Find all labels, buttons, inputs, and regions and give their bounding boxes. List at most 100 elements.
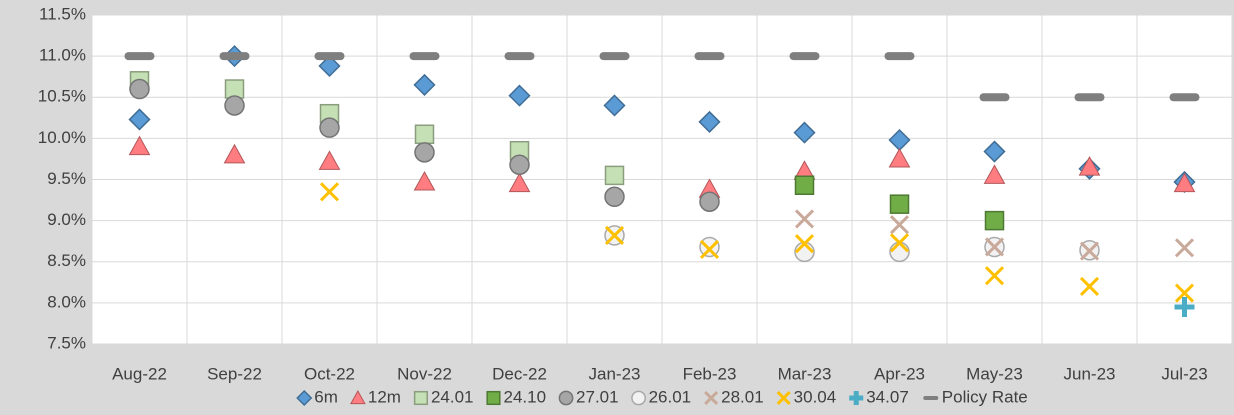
marker-triangle xyxy=(350,389,366,405)
y-tick-label: 9.5% xyxy=(47,169,86,188)
x-tick-label: Aug-22 xyxy=(112,364,167,383)
marker-circle xyxy=(889,241,910,263)
marker-circle xyxy=(699,236,720,258)
y-tick-label: 11.5% xyxy=(39,4,86,23)
marker-square xyxy=(414,124,435,145)
marker-dash xyxy=(504,52,535,61)
marker-triangle xyxy=(508,172,531,193)
marker-square xyxy=(604,165,625,186)
x-tick-label: Mar-23 xyxy=(778,364,832,383)
marker-circle xyxy=(224,95,245,116)
legend-label: 27.01 xyxy=(576,387,619,406)
marker-circle xyxy=(319,117,340,138)
y-tick-label: 9.0% xyxy=(47,210,86,229)
x-tick-label: Jan-23 xyxy=(589,364,641,383)
marker-x xyxy=(794,234,815,254)
marker-dash xyxy=(694,52,725,61)
x-tick-label: May-23 xyxy=(966,364,1023,383)
marker-triangle xyxy=(318,150,341,170)
marker-x xyxy=(1174,283,1195,303)
marker-dash xyxy=(314,52,345,61)
marker-x xyxy=(699,239,720,259)
marker-triangle xyxy=(223,143,246,164)
marker-circle xyxy=(699,191,720,212)
marker-circle xyxy=(604,186,625,208)
x-tick-label: Jun-23 xyxy=(1064,364,1116,383)
marker-circle xyxy=(509,154,530,175)
marker-square xyxy=(486,390,501,406)
marker-diamond xyxy=(698,110,721,133)
marker-dash xyxy=(789,52,820,61)
marker-diamond xyxy=(793,121,816,144)
marker-x xyxy=(1079,241,1100,261)
marker-triangle xyxy=(888,147,911,168)
marker-plus xyxy=(1174,296,1195,317)
y-tick-label: 11.0% xyxy=(39,46,86,65)
x-tick-label: Sep-22 xyxy=(207,364,262,383)
legend-label: Policy Rate xyxy=(942,387,1028,406)
marker-x xyxy=(984,237,1005,257)
marker-x xyxy=(984,266,1005,286)
marker-square xyxy=(984,210,1005,231)
legend-label: 24.01 xyxy=(431,387,474,406)
marker-triangle xyxy=(983,164,1006,184)
marker-diamond xyxy=(983,140,1006,163)
y-tick-label: 8.5% xyxy=(47,251,86,270)
marker-x xyxy=(1174,238,1195,258)
marker-diamond xyxy=(128,108,151,131)
marker-diamond xyxy=(413,73,436,96)
marker-dash xyxy=(979,93,1010,102)
marker-square xyxy=(794,175,815,196)
legend-label: 34.07 xyxy=(866,387,909,406)
x-tick-label: Jul-23 xyxy=(1161,364,1207,383)
marker-circle xyxy=(558,390,574,406)
marker-dash xyxy=(599,52,630,61)
marker-circle xyxy=(414,142,435,163)
marker-triangle xyxy=(1078,156,1101,176)
marker-diamond xyxy=(508,84,531,107)
marker-square xyxy=(889,194,910,214)
marker-dash xyxy=(884,52,915,61)
y-tick-label: 7.5% xyxy=(47,333,86,352)
legend-label: 12m xyxy=(368,387,401,406)
marker-x xyxy=(1079,276,1100,296)
marker-x xyxy=(776,390,791,406)
legend-label: 28.01 xyxy=(721,387,764,406)
marker-dash xyxy=(1169,93,1200,102)
marker-diamond xyxy=(296,389,313,407)
marker-dash xyxy=(409,52,440,61)
legend-label: 26.01 xyxy=(649,387,692,406)
marker-dash xyxy=(923,396,939,400)
marker-x xyxy=(889,233,910,253)
marker-circle xyxy=(129,78,150,100)
marker-square xyxy=(413,390,428,406)
marker-circle xyxy=(631,390,646,406)
legend-label: 24.10 xyxy=(503,387,546,406)
marker-x xyxy=(704,390,719,406)
marker-x xyxy=(889,215,910,235)
marker-diamond xyxy=(318,54,341,78)
marker-triangle xyxy=(128,135,151,156)
marker-x xyxy=(604,225,625,245)
legend: 6m 12m 24.01 24.10 27.01 26.01 28.01 30.04 34.07… xyxy=(296,387,1028,407)
y-tick-label: 8.0% xyxy=(47,292,86,311)
x-tick-label: Feb-23 xyxy=(683,364,737,383)
marker-dash xyxy=(1074,93,1105,102)
marker-plus xyxy=(849,391,864,405)
x-tick-label: Oct-22 xyxy=(304,364,355,383)
legend-label: 30.04 xyxy=(794,387,837,406)
y-tick-label: 10.0% xyxy=(38,128,86,147)
x-tick-label: Nov-22 xyxy=(397,364,452,383)
marker-dash xyxy=(124,52,155,61)
marker-triangle xyxy=(413,170,436,191)
marker-x xyxy=(319,182,340,202)
y-tick-label: 10.5% xyxy=(38,87,86,106)
marker-x xyxy=(794,209,815,229)
marker-triangle xyxy=(1173,172,1196,193)
x-tick-label: Dec-22 xyxy=(492,364,547,383)
legend-label: 6m xyxy=(314,387,338,406)
x-tick-label: Apr-23 xyxy=(874,364,925,383)
marker-diamond xyxy=(603,94,626,117)
marker-dash xyxy=(219,52,250,61)
